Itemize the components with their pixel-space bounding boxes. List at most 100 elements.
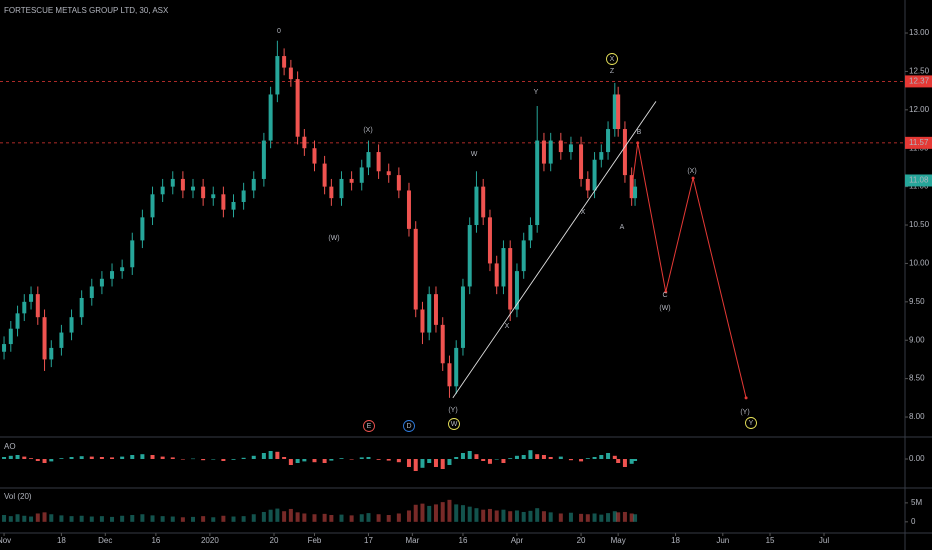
wave-label: Z xyxy=(610,68,615,75)
candle-body xyxy=(295,79,300,137)
volume-bar xyxy=(268,509,273,522)
ao-bar xyxy=(427,459,432,463)
volume-bar xyxy=(120,515,125,522)
ao-bar xyxy=(69,457,74,459)
price-label-box xyxy=(905,174,932,187)
x-tick-label: 15 xyxy=(766,536,775,545)
trendline xyxy=(452,101,657,399)
wave-label: X xyxy=(581,209,586,216)
ao-tick-label: 0.00 xyxy=(909,454,925,463)
volume-bar xyxy=(170,516,175,522)
ao-bar xyxy=(633,459,638,461)
ao-bar xyxy=(579,459,584,462)
candle-body xyxy=(592,159,597,191)
ao-bar xyxy=(629,459,634,464)
ao-bar xyxy=(288,459,293,465)
ao-bar xyxy=(460,453,465,459)
x-tick-label: 20 xyxy=(270,536,279,545)
volume-bar xyxy=(295,512,300,522)
y-tick-label: 9.50 xyxy=(909,297,925,306)
projection-vertex xyxy=(691,176,695,180)
volume-bar xyxy=(288,508,293,522)
candle-body xyxy=(433,294,438,325)
candle-body xyxy=(231,201,236,210)
ao-bar xyxy=(282,457,287,459)
ao-bar xyxy=(22,456,27,459)
candle-body xyxy=(22,301,27,314)
volume-bar xyxy=(89,516,94,522)
ao-bar xyxy=(329,459,334,461)
candle-body xyxy=(413,228,418,310)
candle-body xyxy=(420,309,425,333)
volume-bar xyxy=(231,516,236,522)
ao-bar xyxy=(42,459,47,463)
projection-vertex xyxy=(664,290,668,294)
candle-body xyxy=(535,140,540,226)
volume-bar xyxy=(474,508,479,522)
ao-bar xyxy=(622,459,627,467)
ao-bar xyxy=(440,459,445,469)
candle-body xyxy=(487,217,492,264)
volume-bar xyxy=(8,516,13,522)
ao-bar xyxy=(366,457,371,459)
wave-label: D xyxy=(406,423,411,430)
candle-body xyxy=(474,186,479,226)
candle-body xyxy=(376,152,381,172)
candle-body xyxy=(49,347,54,360)
price-label: 11.57 xyxy=(909,138,929,147)
price-label: 12.37 xyxy=(909,77,930,86)
annotation-circle xyxy=(403,420,415,432)
ao-bar xyxy=(99,457,104,459)
ao-bar xyxy=(302,459,307,462)
x-tick-label: 18 xyxy=(671,536,680,545)
candle-body xyxy=(322,163,327,187)
candle-body xyxy=(160,186,165,195)
ao-bar xyxy=(231,459,236,460)
candle-body xyxy=(79,297,84,318)
candle-body xyxy=(140,217,145,241)
candle-body xyxy=(42,317,47,360)
volume-bar xyxy=(29,516,34,522)
volume-bar xyxy=(251,514,256,522)
wave-label: X xyxy=(505,323,510,330)
candle-body xyxy=(251,178,256,191)
volume-bar xyxy=(130,515,135,522)
candle-body xyxy=(268,94,273,141)
ao-bar xyxy=(150,455,155,459)
ao-bar xyxy=(521,455,526,459)
ao-bar xyxy=(592,457,597,459)
wave-label: A xyxy=(620,224,625,231)
volume-bar xyxy=(99,516,104,522)
candle-body xyxy=(494,263,499,287)
candle-body xyxy=(275,56,280,95)
volume-bar xyxy=(454,504,459,522)
x-tick-label: 17 xyxy=(364,536,373,545)
candle-body xyxy=(302,136,307,149)
candle-body xyxy=(629,175,634,199)
ao-bar xyxy=(535,454,540,459)
volume-bar xyxy=(599,514,604,522)
ao-bar xyxy=(79,456,84,459)
candle-body xyxy=(427,294,432,333)
ao-bar xyxy=(49,459,54,462)
ao-bar xyxy=(558,456,563,459)
candle-body xyxy=(579,144,584,179)
x-tick-label: Apr xyxy=(511,536,524,545)
candle-body xyxy=(15,313,20,329)
volume-bar xyxy=(440,502,445,522)
candle-body xyxy=(406,190,411,229)
ao-bar xyxy=(467,451,472,459)
ao-bar xyxy=(487,459,492,464)
ao-bar xyxy=(251,455,256,459)
ao-bar xyxy=(433,459,438,467)
candle-body xyxy=(282,56,287,68)
ao-bar xyxy=(211,459,216,460)
candle-body xyxy=(612,94,617,130)
ao-bar xyxy=(8,455,13,459)
volume-bar xyxy=(160,516,165,522)
wave-label: Y xyxy=(534,89,539,96)
candle-body xyxy=(170,178,175,187)
candle-body xyxy=(349,178,354,183)
